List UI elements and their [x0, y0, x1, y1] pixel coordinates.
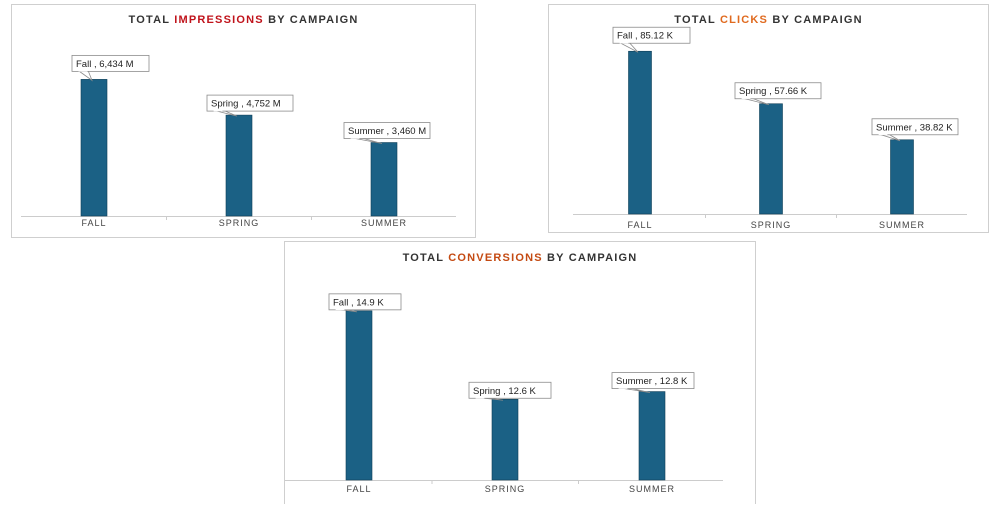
clicks-bar-chart: FALL Fall , 85.12 K SPRING Spring , 57.66 K… — [573, 26, 967, 230]
bar-spring[interactable] — [225, 114, 253, 217]
bar-summer[interactable] — [890, 139, 914, 215]
chart-title: TOTAL IMPRESSIONS BY CAMPAIGN — [12, 14, 475, 26]
data-label-callout: Summer , 12.8 K — [611, 372, 695, 393]
conversions-chart-panel: TOTAL CONVERSIONS BY CAMPAIGN FALL Fall ,… — [284, 241, 756, 504]
callout-pointer — [76, 69, 93, 82]
data-label-callout: Fall , 14.9 K — [328, 293, 402, 313]
callout-box — [71, 54, 150, 72]
chart-title-prefix: TOTAL — [128, 14, 175, 26]
data-label-callout: Spring , 57.66 K — [734, 82, 822, 106]
data-label-callout: Summer , 3,460 M — [343, 122, 431, 144]
data-label-callout: Spring , 12.6 K — [468, 381, 552, 401]
clicks-chart-panel: TOTAL CLICKS BY CAMPAIGN FALL Fall , 85.1… — [548, 4, 989, 233]
data-label: Spring , 12.6 K — [473, 386, 537, 397]
data-label: Summer , 38.82 K — [876, 122, 953, 133]
callout-box — [468, 381, 552, 399]
data-label: Spring , 57.66 K — [739, 86, 808, 97]
x-tick-label: SUMMER — [629, 484, 675, 494]
callout-box — [871, 118, 959, 136]
x-tick-label: FALL — [627, 220, 652, 230]
bar-spring[interactable] — [491, 398, 519, 481]
impressions-chart-panel: TOTAL IMPRESSIONS BY CAMPAIGN FALL Fall ,… — [11, 4, 476, 238]
data-label: Spring , 4,752 M — [211, 99, 281, 110]
chart-title-highlight: CLICKS — [719, 14, 769, 26]
data-label-callout: Spring , 4,752 M — [206, 94, 294, 117]
x-tick-label: SUMMER — [361, 218, 407, 228]
callout-pointer — [618, 41, 639, 53]
chart-title-highlight: CONVERSIONS — [448, 252, 543, 264]
bar-fall[interactable] — [80, 79, 108, 217]
chart-title-prefix: TOTAL — [674, 14, 720, 26]
conversions-bar-chart: FALL Fall , 14.9 K SPRING Spring , 12.6 K SU… — [285, 293, 723, 494]
bar-spring[interactable] — [759, 103, 783, 215]
callout-box — [206, 94, 294, 112]
callout-box — [328, 293, 402, 311]
x-tick-label: SUMMER — [879, 220, 925, 230]
chart-title-suffix: BY CAMPAIGN — [542, 252, 638, 264]
x-tick-label: SPRING — [751, 220, 792, 230]
x-tick-label: SPRING — [485, 484, 526, 494]
impressions-bar-chart: FALL Fall , 6,434 M SPRING Spring , 4,752 M… — [21, 54, 456, 228]
data-label-callout: Fall , 6,434 M — [71, 54, 150, 82]
chart-title: TOTAL CLICKS BY CAMPAIGN — [549, 14, 988, 26]
chart-title-suffix: BY CAMPAIGN — [768, 14, 863, 26]
callout-box — [611, 372, 695, 389]
data-label: Summer , 12.8 K — [616, 376, 688, 387]
bar-summer[interactable] — [370, 142, 398, 217]
chart-title: TOTAL CONVERSIONS BY CAMPAIGN — [285, 252, 755, 264]
callout-box — [734, 82, 822, 100]
bar-summer[interactable] — [638, 391, 666, 481]
data-label: Fall , 6,434 M — [76, 59, 134, 70]
x-tick-label: FALL — [81, 218, 106, 228]
chart-title-suffix: BY CAMPAIGN — [263, 14, 359, 26]
chart-title-highlight: IMPRESSIONS — [174, 14, 264, 26]
x-tick-label: SPRING — [219, 218, 260, 228]
chart-title-prefix: TOTAL — [402, 252, 449, 264]
data-label-callout: Fall , 85.12 K — [612, 26, 691, 53]
callout-box — [343, 122, 431, 139]
data-label: Summer , 3,460 M — [348, 126, 426, 137]
x-tick-label: FALL — [346, 484, 371, 494]
data-label: Fall , 14.9 K — [333, 297, 384, 308]
data-label-callout: Summer , 38.82 K — [871, 118, 959, 142]
bar-fall[interactable] — [628, 50, 652, 215]
callout-box — [612, 26, 691, 44]
bar-fall[interactable] — [345, 310, 373, 481]
data-label: Fall , 85.12 K — [617, 31, 674, 42]
